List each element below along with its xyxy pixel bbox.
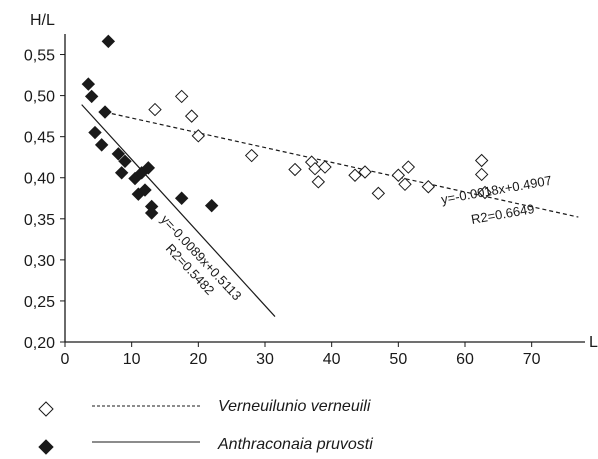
open-diamond-point <box>371 186 386 201</box>
y-tick-label: 0,25 <box>24 294 55 311</box>
legend-label-pruvosti: Anthraconaia pruvosti <box>217 436 373 453</box>
filled-diamond-point <box>114 166 129 180</box>
open-diamond-point <box>311 175 326 189</box>
axes: H/L L <box>30 12 598 351</box>
x-tick-label: 60 <box>456 351 474 368</box>
trendline-annotations: y=-0.0018x+0.4907 R2=0.6649 y=-0.0089x+0… <box>158 173 553 304</box>
filled-diamond-point <box>174 191 189 205</box>
trendline-verneuili <box>104 111 579 218</box>
open-diamond-point <box>184 109 199 123</box>
open-diamond-point <box>288 162 302 177</box>
x-tick-label: 0 <box>61 351 70 368</box>
x-tick-label: 40 <box>323 351 341 368</box>
open-diamond-point <box>174 89 189 104</box>
filled-diamond-point <box>101 34 116 49</box>
y-tick-label: 0,55 <box>24 48 55 65</box>
x-axis-title: L <box>589 334 598 351</box>
open-diamond-point <box>398 177 412 192</box>
open-diamond-point <box>244 148 259 163</box>
filled-diamond-point <box>98 105 112 119</box>
open-diamond-point <box>474 153 489 168</box>
legend-item-verneuili: Verneuilunio verneuili <box>38 398 371 417</box>
filled-diamond-point <box>138 183 152 197</box>
open-diamond-point <box>348 168 362 182</box>
filled-diamond-point <box>88 125 102 140</box>
open-diamond-point <box>148 102 162 117</box>
open-diamond-point <box>191 129 206 143</box>
legend: Verneuilunio verneuili Anthraconaia pruv… <box>38 398 373 455</box>
x-tick-label: 20 <box>189 351 207 368</box>
y-tick-label: 0,50 <box>24 89 55 106</box>
filled-diamond-point <box>94 138 109 152</box>
open-diamond-point <box>401 160 416 174</box>
y-tick-label: 0,35 <box>24 212 55 229</box>
trendlines <box>81 104 579 317</box>
verneuili-equation-label: y=-0.0018x+0.4907 <box>440 173 553 207</box>
x-tick-label: 30 <box>256 351 274 368</box>
trendline-pruvosti <box>81 104 276 317</box>
y-tick-label: 0,45 <box>24 130 55 147</box>
x-tick-label: 10 <box>123 351 141 368</box>
y-tick-label: 0,40 <box>24 171 55 188</box>
filled-diamond-point <box>111 147 126 161</box>
data-points <box>81 34 492 220</box>
open-diamond-point <box>478 185 492 200</box>
open-diamond-point <box>474 167 489 182</box>
y-axis-title: H/L <box>30 12 55 29</box>
y-tick-label: 0,30 <box>24 253 55 270</box>
open-diamond-point <box>318 160 332 174</box>
legend-filled-diamond-icon <box>38 439 54 455</box>
filled-diamond-point <box>141 161 156 175</box>
x-tick-label: 70 <box>523 351 541 368</box>
legend-open-diamond-icon <box>38 401 54 417</box>
filled-diamond-point <box>84 89 99 104</box>
open-diamond-point <box>391 168 406 182</box>
x-tick-label: 50 <box>389 351 407 368</box>
filled-diamond-point <box>144 206 159 220</box>
y-tick-label: 0,20 <box>24 335 55 352</box>
verneuili-r2-label: R2=0.6649 <box>470 201 536 227</box>
open-diamond-point <box>358 165 372 179</box>
ticks: 0 10 20 30 40 50 60 70 0,20 0,25 0,30 0,35 0,40 0,45 0… <box>24 48 541 368</box>
legend-label-verneuili: Verneuilunio verneuili <box>218 398 371 415</box>
open-diamond-point <box>421 180 436 194</box>
legend-item-pruvosti: Anthraconaia pruvosti <box>38 436 373 455</box>
filled-diamond-point <box>118 154 132 169</box>
filled-diamond-point <box>204 198 219 213</box>
filled-diamond-point <box>81 77 96 91</box>
